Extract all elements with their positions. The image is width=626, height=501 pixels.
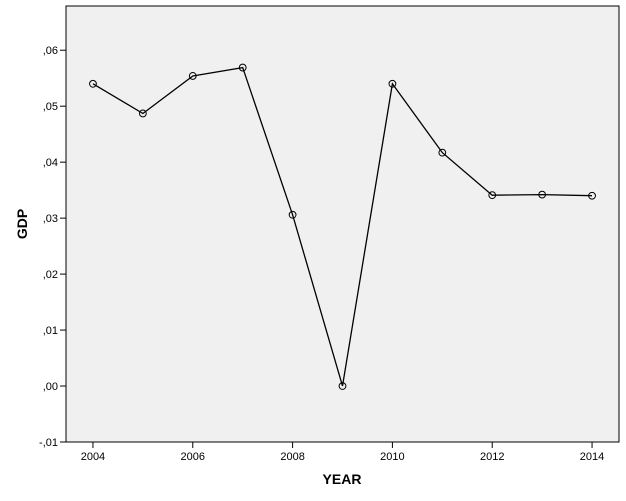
- y-tick-label: ,06: [43, 45, 58, 57]
- data-point-marker: [238, 63, 247, 72]
- data-point-marker: [288, 210, 297, 219]
- x-tick-label: 2012: [480, 451, 504, 463]
- y-tick-label: ,02: [43, 269, 58, 281]
- gdp-series-line: [92, 66, 593, 387]
- x-tick-label: 2010: [380, 451, 404, 463]
- y-axis: -,01 ,00 ,01 ,02 ,03 ,04 ,05 ,06: [39, 45, 66, 449]
- x-tick-label: 2004: [81, 451, 105, 463]
- data-point-marker: [89, 79, 97, 88]
- y-tick-label: ,04: [43, 157, 58, 169]
- x-tick-label: 2008: [280, 451, 304, 463]
- data-point-marker: [138, 109, 147, 118]
- data-point-marker: [388, 79, 397, 88]
- data-point-marker: [188, 72, 197, 80]
- y-axis-title: GDP: [14, 209, 30, 239]
- y-tick-label: ,00: [43, 381, 58, 393]
- data-point-marker: [538, 190, 547, 199]
- y-tick-label: -,01: [39, 437, 58, 449]
- data-point-marker: [488, 191, 497, 200]
- y-tick-label: ,05: [43, 101, 58, 113]
- data-point-marker: [438, 148, 447, 157]
- data-point-marker: [338, 382, 347, 390]
- y-tick-label: ,03: [43, 213, 58, 225]
- y-tick-label: ,01: [43, 325, 58, 337]
- x-tick-label: 2006: [181, 451, 205, 463]
- gdp-series-markers: [89, 63, 596, 390]
- x-tick-label: 2014: [580, 451, 604, 463]
- plot-area: [65, 5, 620, 443]
- data-point-marker: [588, 191, 596, 200]
- x-axis-title: YEAR: [323, 471, 362, 487]
- x-axis: 2004 2006 2008 2010 2012 2014: [81, 442, 604, 463]
